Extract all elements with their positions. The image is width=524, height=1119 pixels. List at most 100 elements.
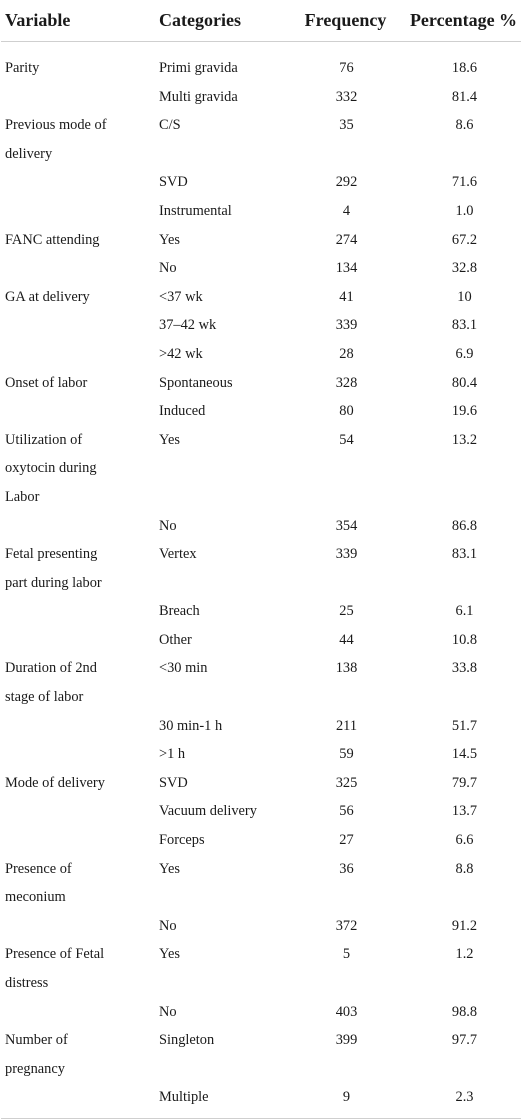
table-row: Vacuum delivery 56 13.7 <box>1 797 521 826</box>
table-row: Utilization of oxytocin during Labor Yes 54 1… <box>1 426 521 512</box>
table-row: Forceps 27 6.6 <box>1 826 521 855</box>
cell-frequency: 339 <box>335 317 358 334</box>
cell-variable-empty <box>1 826 157 855</box>
cell-percentage: 8.6 <box>455 117 474 134</box>
table-header: Variable Categories Frequency Percentage… <box>1 0 521 42</box>
cell-frequency: 339 <box>335 546 358 563</box>
cell-percentage: 6.1 <box>455 603 474 620</box>
table-row: No 372 91.2 <box>1 912 521 941</box>
cell-frequency: 328 <box>335 374 358 391</box>
table-row: Mode of delivery SVD 325 79.7 <box>1 769 521 798</box>
table-row: No 134 32.8 <box>1 254 521 283</box>
cell-frequency: 403 <box>335 1003 358 1020</box>
cell-variable: Onset of labor <box>5 374 88 391</box>
cell-category: Yes <box>159 431 180 448</box>
table-row: 30 min-1 h 211 51.7 <box>1 712 521 741</box>
cell-variable-empty <box>1 254 157 283</box>
cell-frequency: 134 <box>335 260 358 277</box>
cell-category: Induced <box>159 403 206 420</box>
cell-variable-empty <box>1 311 157 340</box>
cell-percentage: 2.3 <box>455 1089 474 1106</box>
cell-frequency: 325 <box>335 774 358 791</box>
cell-variable-empty <box>1 740 157 769</box>
cell-frequency: 35 <box>339 117 354 134</box>
table-row: Presence of Fetal distress Yes 5 1.2 <box>1 940 521 997</box>
cell-percentage: 8.8 <box>455 860 474 877</box>
cell-frequency: 372 <box>335 917 358 934</box>
cell-category: C/S <box>159 117 181 134</box>
cell-frequency: 5 <box>342 946 351 963</box>
cell-percentage: 98.8 <box>451 1003 478 1020</box>
table-row: No 403 98.8 <box>1 998 521 1027</box>
cell-frequency: 54 <box>339 431 354 448</box>
cell-frequency: 56 <box>339 803 354 820</box>
cell-category: Spontaneous <box>159 374 233 391</box>
cell-frequency: 36 <box>339 860 354 877</box>
cell-percentage: 32.8 <box>451 260 478 277</box>
cell-category: Forceps <box>159 832 205 849</box>
cell-category: Multi gravida <box>159 88 238 105</box>
cell-percentage: 81.4 <box>451 88 478 105</box>
cell-category: Singleton <box>159 1032 215 1049</box>
cell-category: SVD <box>159 174 188 191</box>
cell-percentage: 79.7 <box>451 774 478 791</box>
table-row: >42 wk 28 6.9 <box>1 340 521 369</box>
cell-percentage: 83.1 <box>451 317 478 334</box>
cell-variable-empty <box>1 712 157 741</box>
cell-category: >42 wk <box>159 345 203 362</box>
table-row: Onset of labor Spontaneous 328 80.4 <box>1 369 521 398</box>
cell-variable-empty <box>1 512 157 541</box>
cell-category: Vertex <box>159 546 197 563</box>
cell-percentage: 80.4 <box>451 374 478 391</box>
cell-percentage: 97.7 <box>451 1032 478 1049</box>
cell-variable: Duration of 2nd stage of labor <box>5 660 97 706</box>
cell-variable: Mode of delivery <box>5 774 105 791</box>
cell-category: Yes <box>159 946 180 963</box>
table-row: Other 44 10.8 <box>1 626 521 655</box>
table-row: Multi gravida 332 81.4 <box>1 83 521 112</box>
cell-percentage: 86.8 <box>451 517 478 534</box>
cell-variable: Previous mode of delivery <box>5 117 107 162</box>
cell-category: 30 min-1 h <box>159 717 223 734</box>
cell-frequency: 292 <box>335 174 358 191</box>
cell-frequency: 28 <box>339 345 354 362</box>
cell-frequency: 9 <box>342 1089 351 1106</box>
cell-variable-empty <box>1 83 157 112</box>
cell-frequency: 332 <box>335 88 358 105</box>
cell-variable: Utilization of oxytocin during Labor <box>5 431 97 505</box>
cell-percentage: 33.8 <box>451 660 478 677</box>
cell-percentage: 14.5 <box>451 746 478 763</box>
cell-variable-empty <box>1 998 157 1027</box>
table-row: Fetal presenting part during labor Vertex 3… <box>1 540 521 597</box>
cell-category: Multiple <box>159 1089 209 1106</box>
table-row: Instrumental 4 1.0 <box>1 197 521 226</box>
table-row: >1 h 59 14.5 <box>1 740 521 769</box>
cell-category: Instrumental <box>159 202 232 219</box>
table-row: Breach 25 6.1 <box>1 597 521 626</box>
cell-percentage: 83.1 <box>451 546 478 563</box>
cell-category: 37–42 wk <box>159 317 217 334</box>
header-frequency: Frequency <box>285 0 402 42</box>
cell-frequency: 41 <box>339 288 354 305</box>
cell-category: Vacuum delivery <box>159 803 257 820</box>
cell-percentage: 6.6 <box>455 832 474 849</box>
cell-category: No <box>159 517 177 534</box>
cell-variable-empty <box>1 168 157 197</box>
cell-variable: Presence of Fetal distress <box>5 946 105 991</box>
header-categories: Categories <box>157 0 285 42</box>
cell-category: Primi gravida <box>159 60 238 76</box>
table-row: No 354 86.8 <box>1 512 521 541</box>
cell-category: No <box>159 1003 177 1020</box>
table-row: Number of pregnancy Singleton 399 97.7 <box>1 1026 521 1083</box>
cell-variable-empty <box>1 197 157 226</box>
cell-percentage: 19.6 <box>451 403 478 420</box>
cell-frequency: 80 <box>339 403 354 420</box>
cell-category: <30 min <box>159 660 208 677</box>
cell-frequency: 27 <box>339 832 354 849</box>
cell-frequency: 25 <box>339 603 354 620</box>
cell-frequency: 354 <box>335 517 358 534</box>
cell-percentage: 1.2 <box>455 946 474 963</box>
cell-variable: GA at delivery <box>5 288 90 305</box>
table-row: Induced 80 19.6 <box>1 397 521 426</box>
